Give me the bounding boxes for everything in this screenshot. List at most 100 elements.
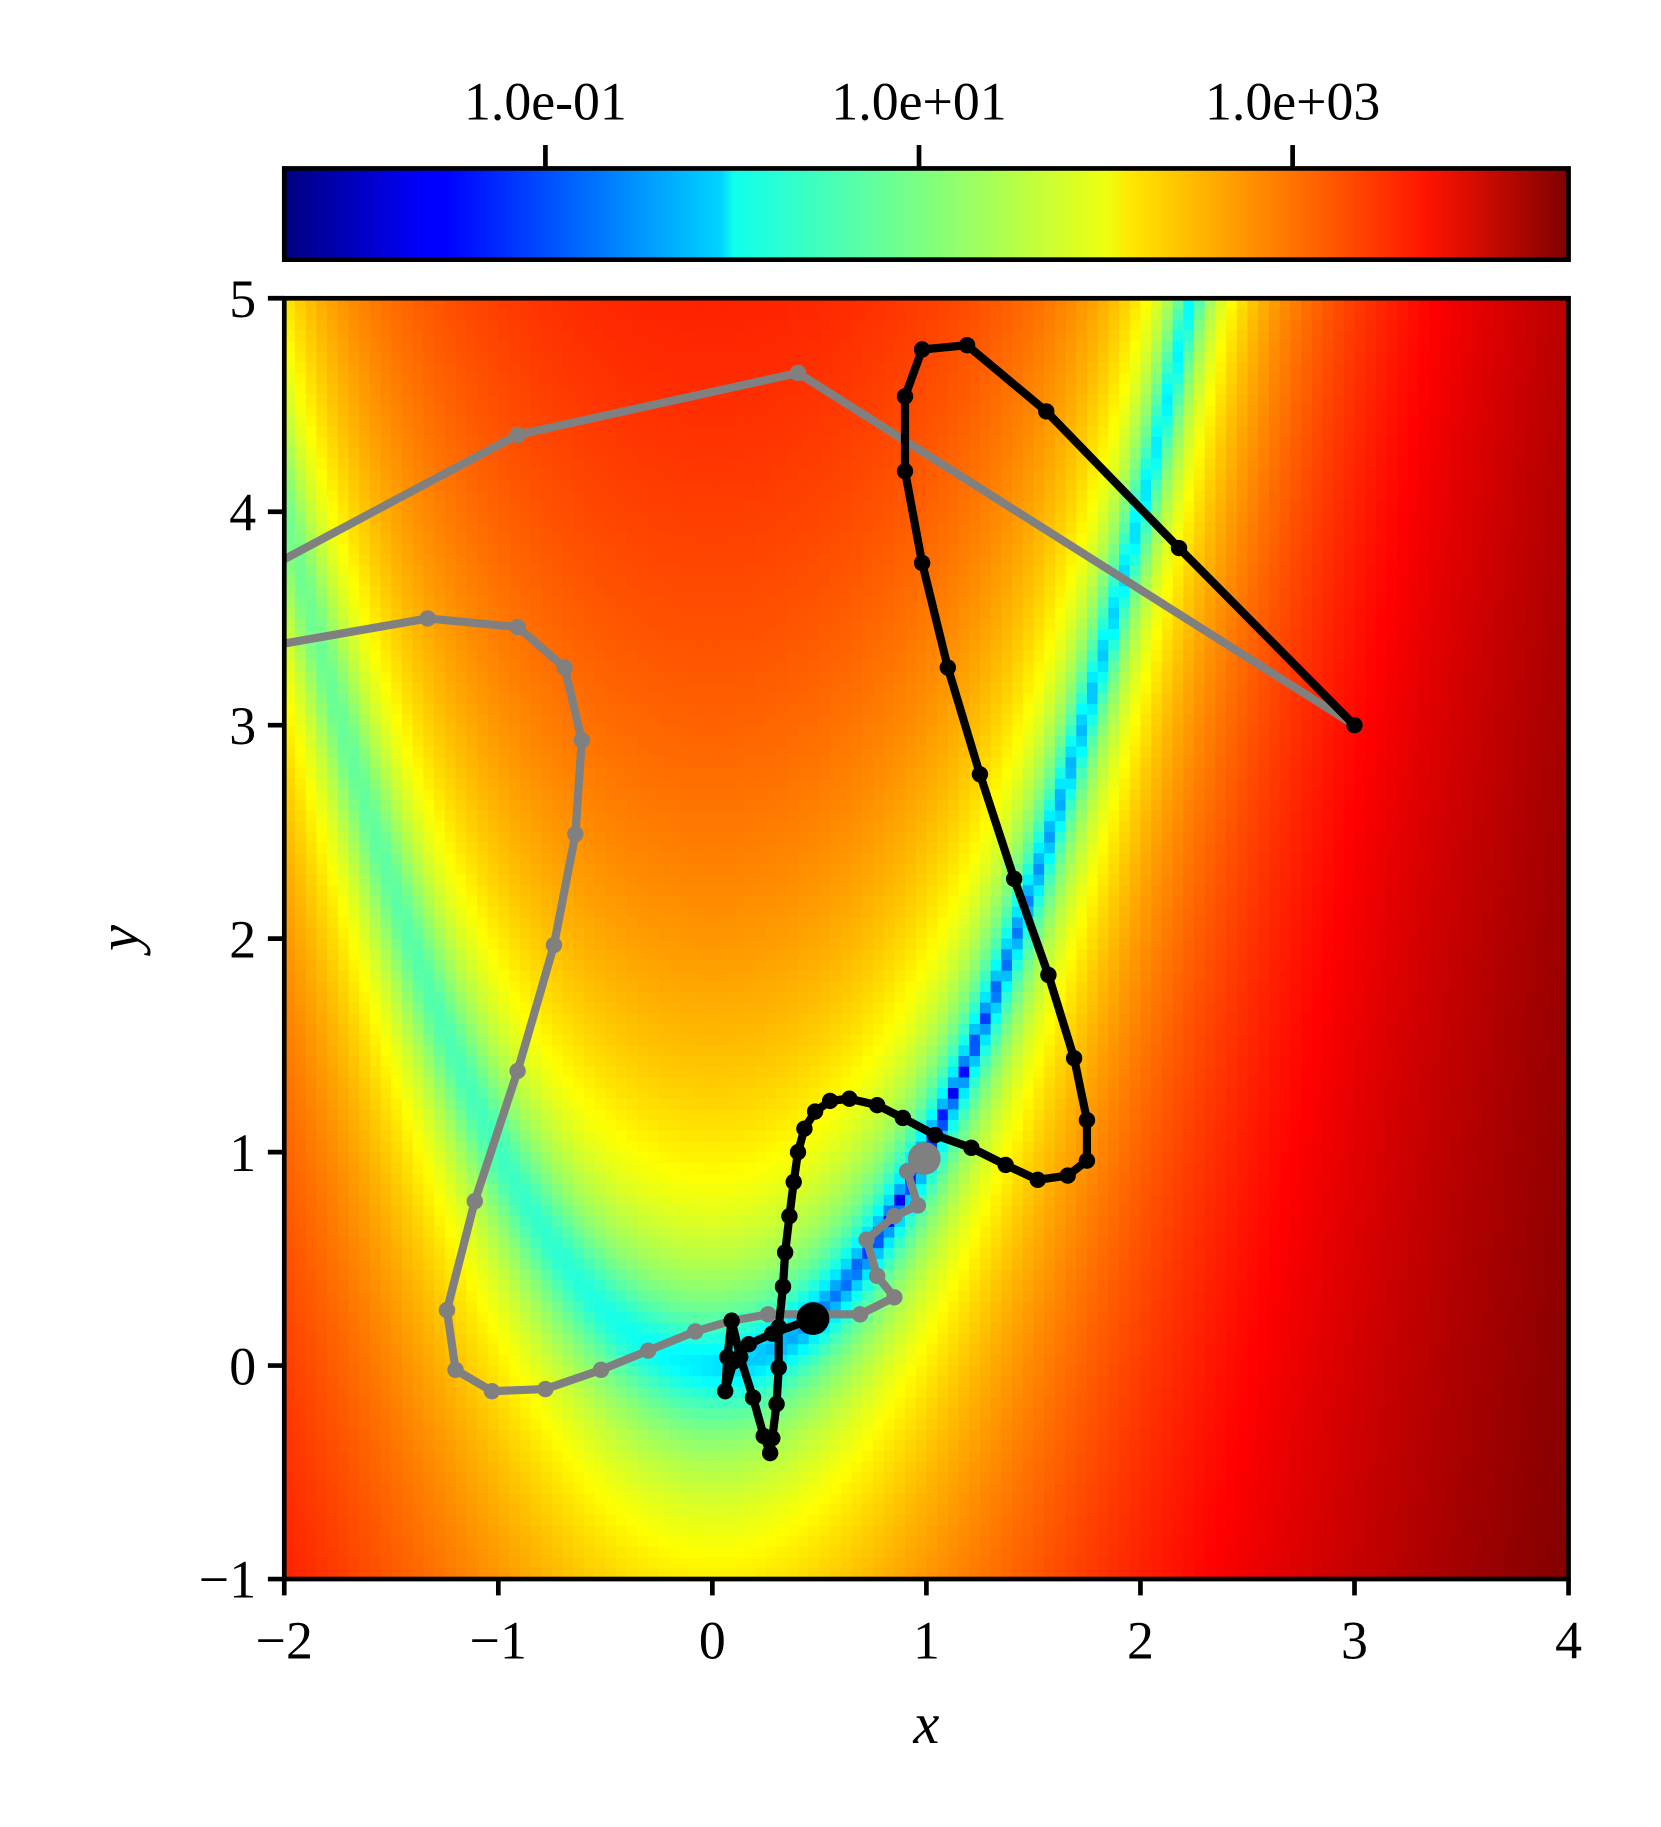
heatmap-cell: [969, 372, 981, 385]
heatmap-cell: [1343, 629, 1356, 641]
heatmap-cell: [669, 725, 681, 737]
heatmap-cell: [348, 330, 360, 342]
heatmap-cell: [723, 671, 735, 684]
heatmap-cell: [723, 703, 735, 716]
heatmap-cell: [765, 415, 778, 428]
heatmap-cell: [1226, 565, 1238, 577]
heatmap-cell: [947, 714, 960, 726]
heatmap-cell: [1279, 575, 1291, 588]
heatmap-cell: [551, 586, 564, 598]
heatmap-cell: [455, 671, 467, 684]
heatmap-cell: [348, 340, 360, 353]
heatmap-cell: [316, 404, 328, 417]
heatmap-cell: [733, 639, 746, 652]
heatmap-cell: [1397, 298, 1409, 310]
heatmap-cell: [1119, 586, 1131, 598]
heatmap-cell: [1333, 479, 1345, 492]
heatmap-cell: [466, 372, 478, 385]
heatmap-cell: [337, 682, 350, 694]
heatmap-cell: [1343, 437, 1356, 449]
heatmap-cell: [337, 383, 350, 396]
heatmap-cell: [1065, 490, 1077, 502]
heatmap-cell: [530, 543, 542, 556]
heatmap-cell: [1204, 522, 1217, 534]
heatmap-cell: [1258, 565, 1270, 577]
heatmap-cell: [294, 682, 307, 694]
heatmap-cell: [1044, 629, 1056, 641]
heatmap-cell: [765, 661, 778, 673]
heatmap-cell: [648, 362, 660, 374]
heatmap-cell: [466, 319, 478, 331]
heatmap-cell: [1258, 522, 1270, 534]
heatmap-cell: [765, 447, 778, 460]
heatmap-cell: [1033, 426, 1045, 438]
heatmap-cell: [862, 597, 874, 609]
heatmap-cell: [669, 501, 681, 513]
heatmap-cell: [648, 533, 660, 545]
heatmap-cell: [1354, 426, 1366, 438]
heatmap-cell: [1097, 586, 1110, 598]
heatmap-cell: [487, 650, 500, 662]
heatmap-cell: [1140, 565, 1152, 577]
heatmap-cell: [1365, 597, 1377, 609]
heatmap-cell: [1033, 671, 1045, 684]
heatmap-cell: [1429, 511, 1441, 524]
heatmap-cell: [690, 586, 703, 598]
heatmap-cell: [455, 501, 467, 513]
heatmap-cell: [915, 469, 928, 481]
heatmap-cell: [1461, 362, 1473, 374]
heatmap-cell: [969, 565, 981, 577]
heatmap-cell: [1375, 340, 1388, 353]
heatmap-cell: [1472, 437, 1484, 449]
heatmap-cell: [701, 415, 714, 428]
heatmap-cell: [1525, 607, 1538, 620]
heatmap-cell: [519, 703, 532, 716]
heatmap-cell: [926, 714, 938, 726]
heatmap-cell: [1140, 693, 1152, 705]
heatmap-cell: [1076, 490, 1088, 502]
heatmap-cell: [1440, 586, 1452, 598]
heatmap-cell: [594, 404, 607, 417]
heatmap-cell: [1365, 511, 1377, 524]
heatmap-cell: [1151, 298, 1163, 310]
heatmap-cell: [755, 607, 767, 620]
heatmap-cell: [519, 330, 532, 342]
heatmap-cell: [1418, 533, 1431, 545]
heatmap-cell: [509, 725, 521, 737]
heatmap-cell: [1311, 490, 1324, 502]
heatmap-cell: [1065, 522, 1077, 534]
heatmap-cell: [808, 735, 821, 748]
heatmap-cell: [969, 308, 981, 321]
heatmap-cell: [862, 308, 874, 321]
heatmap-cell: [1557, 490, 1569, 502]
heatmap-cell: [1525, 383, 1538, 396]
heatmap-cell: [487, 522, 500, 534]
heatmap-cell: [969, 394, 981, 406]
heatmap-cell: [990, 298, 1003, 310]
heatmap-cell: [1236, 629, 1249, 641]
heatmap-cell: [1097, 511, 1110, 524]
heatmap-cell: [498, 458, 510, 470]
heatmap-cell: [1140, 415, 1152, 428]
heatmap-cell: [434, 298, 446, 310]
heatmap-cell: [765, 629, 778, 641]
heatmap-cell: [862, 586, 874, 598]
heatmap-cell: [1140, 533, 1152, 545]
heatmap-cell: [530, 319, 542, 331]
heatmap-cell: [487, 725, 500, 737]
heatmap-cell: [947, 533, 960, 545]
heatmap-cell: [1493, 703, 1506, 716]
heatmap-cell: [947, 490, 960, 502]
heatmap-cell: [1119, 501, 1131, 513]
heatmap-cell: [658, 362, 671, 374]
heatmap-cell: [1183, 725, 1195, 737]
heatmap-cell: [680, 543, 692, 556]
heatmap-cell: [1172, 533, 1184, 545]
heatmap-cell: [337, 554, 350, 566]
heatmap-cell: [369, 682, 382, 694]
heatmap-cell: [1226, 533, 1238, 545]
heatmap-cell: [1086, 725, 1099, 737]
heatmap-cell: [1418, 437, 1431, 449]
heatmap-cell: [487, 469, 500, 481]
heatmap-cell: [690, 330, 703, 342]
